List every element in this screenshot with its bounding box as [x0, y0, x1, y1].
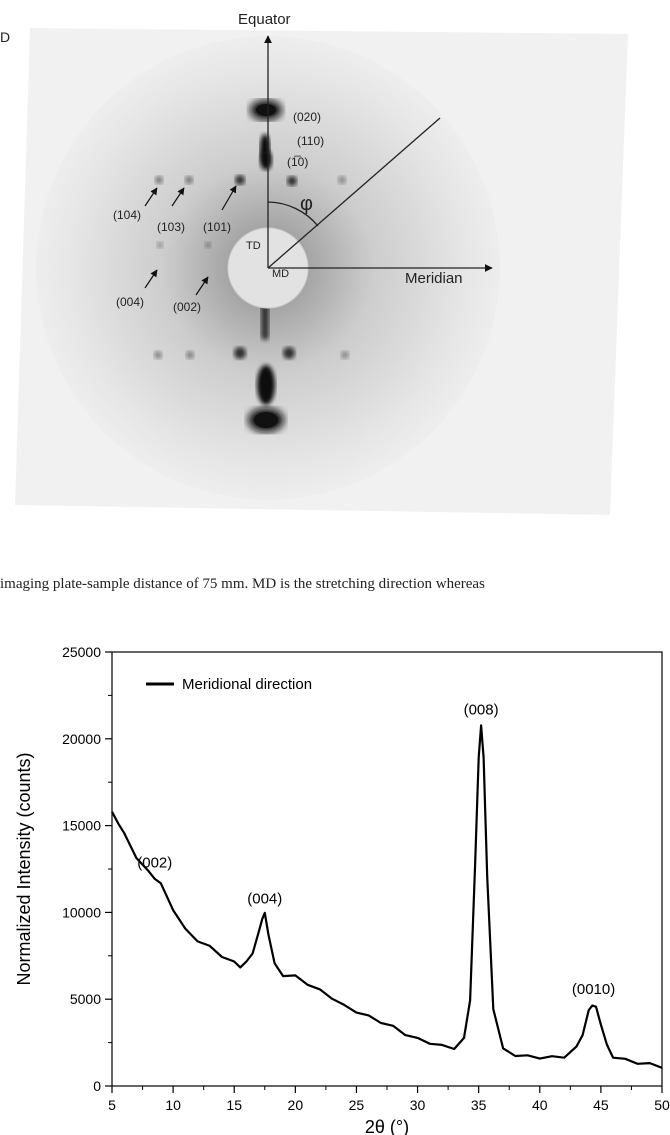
reflection-110: (110) — [297, 134, 324, 148]
reflection-002: (002) — [173, 300, 201, 314]
x-tick-label: 10 — [165, 1097, 181, 1113]
y-tick-label: 10000 — [62, 904, 101, 920]
x-tick-label: 45 — [593, 1097, 609, 1113]
x-axis-label: 2θ (°) — [365, 1117, 409, 1135]
x-tick-label: 15 — [226, 1097, 242, 1113]
y-tick-label: 15000 — [62, 818, 101, 834]
y-tick-label: 5000 — [70, 991, 101, 1007]
peak-label: (002) — [137, 854, 172, 871]
plot-frame — [111, 651, 663, 1087]
x-tick-label: 30 — [410, 1097, 426, 1113]
reflection-1-10: (1̅0) — [287, 155, 308, 169]
xrd-profile-chart: 0 5000 10000 15000 20000 25000 5 10 15 20 25 30 35 4… — [14, 644, 670, 1135]
td-label: TD — [246, 240, 261, 252]
peak-label: (004) — [247, 891, 282, 908]
y-axis-ticks: 0 5000 10000 15000 20000 25000 — [62, 644, 112, 1094]
x-tick-label: 20 — [288, 1097, 304, 1113]
meridian-label: Meridian — [405, 270, 463, 287]
x-axis-ticks: 5 10 15 20 25 30 35 40 45 50 — [108, 1086, 670, 1113]
diffraction-spots — [154, 100, 349, 432]
equator-label: Equator — [238, 11, 291, 28]
peak-label: (0010) — [572, 981, 615, 998]
series-line-meridional — [111, 724, 663, 1069]
reflection-101: (101) — [203, 220, 231, 234]
waxs-pattern-figure: D Equator Meridian φ TD MD — [0, 11, 628, 515]
reflection-104: (104) — [113, 208, 141, 222]
x-tick-label: 40 — [532, 1097, 548, 1113]
y-tick-label: 20000 — [62, 731, 101, 747]
x-tick-label: 5 — [108, 1097, 116, 1113]
x-tick-label: 50 — [654, 1097, 670, 1113]
phi-symbol: φ — [300, 193, 313, 215]
reflection-arrows — [144, 185, 237, 296]
peak-label: (008) — [464, 701, 499, 718]
md-label: MD — [272, 268, 289, 280]
reflection-labels: (020) (110) (1̅0) (104) (103) (101) (004… — [113, 110, 324, 314]
y-tick-label: 25000 — [62, 644, 101, 660]
legend-entry: Meridional direction — [182, 676, 312, 693]
peak-annotations: (002) (004) (008) (0010) — [137, 701, 615, 997]
x-tick-label: 25 — [349, 1097, 365, 1113]
reflection-004: (004) — [116, 295, 144, 309]
partial-panel-label: D — [0, 29, 10, 45]
y-axis-label: Normalized Intensity (counts) — [14, 752, 34, 985]
reflection-020: (020) — [293, 110, 321, 124]
x-tick-label: 35 — [471, 1097, 487, 1113]
plot-border — [111, 651, 663, 1087]
y-tick-label: 0 — [93, 1078, 101, 1094]
orientation-axes — [264, 35, 493, 272]
legend: Meridional direction — [146, 676, 312, 693]
figure-caption: imaging plate-sample distance of 75 mm. … — [0, 576, 485, 592]
reflection-103: (103) — [157, 220, 185, 234]
